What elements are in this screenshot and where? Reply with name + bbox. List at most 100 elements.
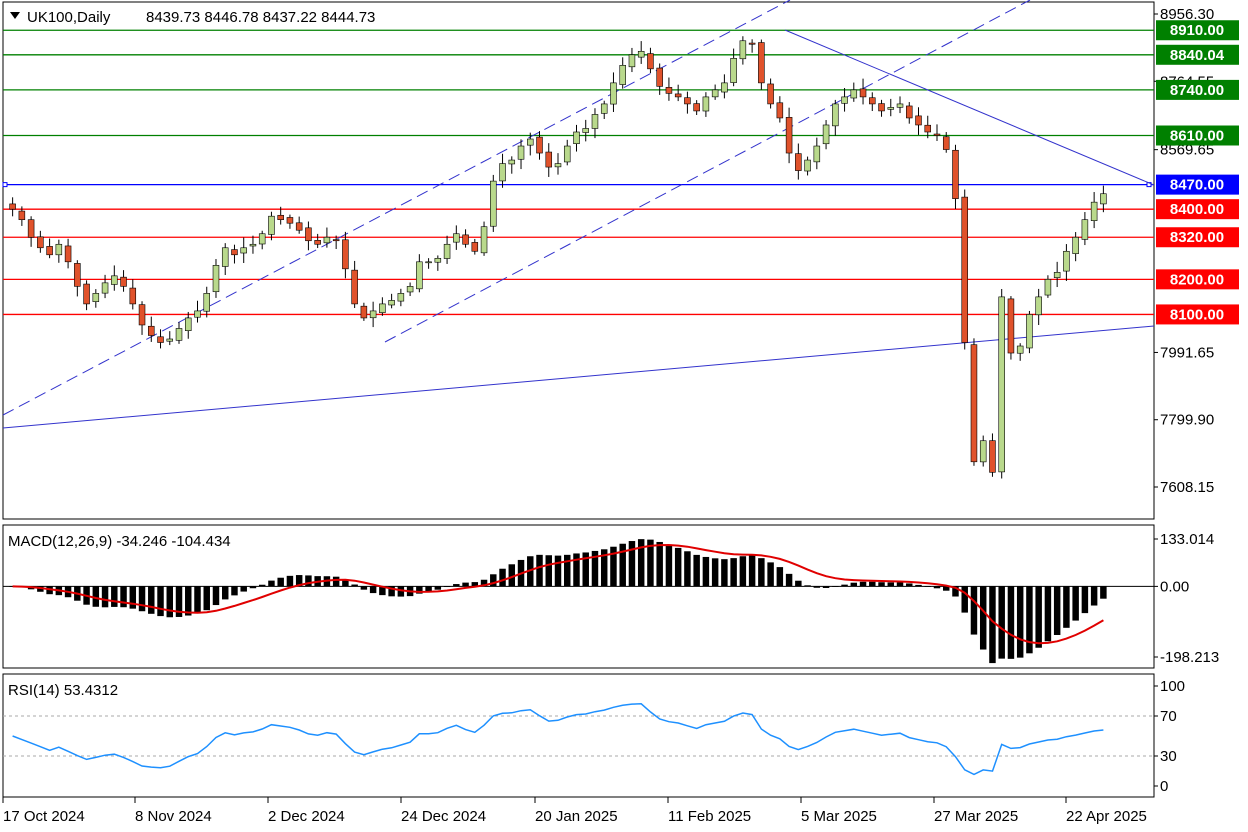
macd-tick-label: 0.00 <box>1160 578 1189 595</box>
macd-bar <box>527 556 534 587</box>
macd-bar <box>471 582 479 587</box>
macd-bar <box>545 555 552 587</box>
candle-body <box>527 138 534 146</box>
rsi-line <box>12 703 1104 776</box>
macd-bar <box>268 580 275 587</box>
candle-body <box>157 336 164 343</box>
candle-body <box>129 287 137 305</box>
macd-bar <box>1016 586 1024 658</box>
macd-signal-line <box>12 543 1104 645</box>
candle-body <box>1100 193 1107 205</box>
candle-body <box>887 107 895 110</box>
candle-body <box>989 440 996 473</box>
level-tag <box>1156 174 1239 195</box>
candle-body <box>739 40 747 60</box>
macd-bar <box>342 579 349 587</box>
candle-body <box>46 246 53 256</box>
macd-bar <box>111 586 118 607</box>
candle-body <box>582 128 589 133</box>
macd-bar <box>148 586 155 614</box>
macd-bar <box>748 555 756 587</box>
macd-bar <box>120 586 127 608</box>
dropdown-triangle-icon[interactable] <box>10 12 20 19</box>
macd-bar <box>758 558 765 587</box>
macd-bar <box>998 586 1005 659</box>
candle-body <box>591 114 599 129</box>
candle-body <box>906 105 913 119</box>
candle-body <box>1044 279 1052 296</box>
macd-bar <box>1100 586 1107 599</box>
macd-bar <box>258 584 266 587</box>
macd-bar <box>425 586 432 592</box>
macd-bar <box>970 586 978 635</box>
level-tag <box>1156 269 1239 290</box>
candle-body <box>674 93 682 98</box>
candle-body <box>1053 272 1061 278</box>
macd-bar <box>305 575 312 587</box>
candle-body <box>416 261 423 290</box>
macd-bar <box>869 581 876 587</box>
candle-body <box>610 82 617 105</box>
date-tick-label: 5 Mar 2025 <box>801 808 877 825</box>
macd-bar <box>591 550 599 587</box>
macd-bar <box>573 553 580 587</box>
candle-body <box>499 163 506 182</box>
date-tick-label: 27 Mar 2025 <box>934 808 1018 825</box>
macd-bar <box>129 586 137 609</box>
macd-bar <box>397 586 405 597</box>
candles <box>9 36 1107 479</box>
candle-body <box>406 286 414 293</box>
price-tick-label: 7991.65 <box>1160 344 1214 361</box>
candle-body <box>64 245 72 263</box>
macd-bar <box>231 586 238 596</box>
macd-bar <box>554 555 562 587</box>
candle-body <box>221 247 229 267</box>
price-tick-label: 7799.90 <box>1160 412 1214 429</box>
candle-body <box>693 103 700 112</box>
macd-bar <box>767 562 774 587</box>
candle-body <box>490 180 497 227</box>
macd-bar <box>185 586 192 616</box>
level-tag <box>1156 44 1239 65</box>
macd-bar <box>480 579 488 587</box>
candle-body <box>453 233 460 243</box>
macd-bar <box>610 546 617 587</box>
candle-body <box>55 243 63 256</box>
candle-body <box>83 283 90 305</box>
candle-body <box>138 304 146 326</box>
date-axis: 17 Oct 2024 8 Nov 2024 2 Dec 2024 24 Dec 20… <box>2 797 1147 825</box>
candle-body <box>915 115 922 126</box>
macd-bar <box>933 586 941 589</box>
candle-body <box>702 96 710 112</box>
macd-label: MACD(12,26,9) -34.246 -104.434 <box>8 533 231 550</box>
macd-bar <box>1026 586 1033 654</box>
macd-bar <box>822 586 830 588</box>
candle-body <box>342 239 349 270</box>
level-tag-text: 8470.00 <box>1170 177 1224 194</box>
candle-body <box>767 83 774 105</box>
candle-body <box>637 50 645 58</box>
macd-bar <box>943 586 950 591</box>
candle-body <box>758 42 765 84</box>
macd-bar <box>277 577 284 587</box>
price-panel-frame <box>2 1 1155 520</box>
macd-bar <box>795 580 802 587</box>
candle-body <box>1007 298 1015 354</box>
candle-body <box>628 54 636 68</box>
level-tag-text: 8200.00 <box>1170 271 1224 288</box>
macd-bar <box>490 574 497 587</box>
candle-body <box>869 97 876 105</box>
candle-body <box>323 236 331 244</box>
macd-bar <box>896 582 904 587</box>
macd-bar <box>434 586 442 590</box>
macd-bar <box>499 568 506 587</box>
macd-bar <box>388 586 395 597</box>
candle-body <box>295 222 303 231</box>
level-tag <box>1156 304 1239 325</box>
macd-bar <box>1053 586 1061 635</box>
candle-body <box>351 269 358 305</box>
candle-body <box>332 239 340 242</box>
macd-bar <box>157 586 164 617</box>
macd-bar <box>1063 586 1070 628</box>
macd-bar <box>369 586 377 594</box>
